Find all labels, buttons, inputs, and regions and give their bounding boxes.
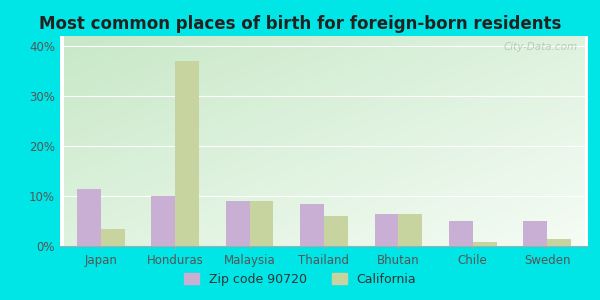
Bar: [449, 221, 473, 246]
Bar: [300, 203, 324, 246]
Bar: [101, 229, 125, 246]
Bar: [77, 188, 101, 246]
Bar: [175, 61, 199, 246]
Bar: [523, 221, 547, 246]
Bar: [151, 196, 175, 246]
Bar: [398, 214, 422, 246]
Bar: [547, 238, 571, 246]
Text: City-Data.com: City-Data.com: [503, 42, 577, 52]
Bar: [374, 214, 398, 246]
Bar: [250, 201, 274, 246]
Bar: [226, 201, 250, 246]
Text: Most common places of birth for foreign-born residents: Most common places of birth for foreign-…: [39, 15, 561, 33]
Bar: [324, 216, 348, 246]
Bar: [473, 242, 497, 246]
Legend: Zip code 90720, California: Zip code 90720, California: [179, 268, 421, 291]
